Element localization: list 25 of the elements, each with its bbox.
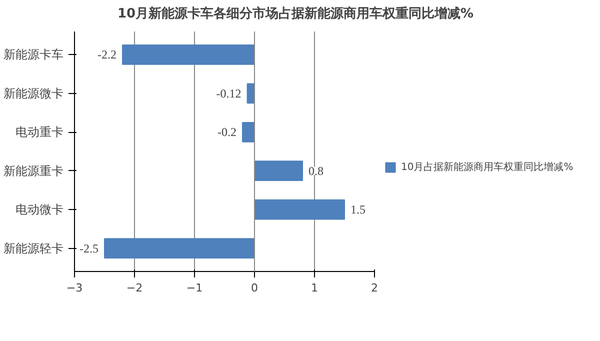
data-label: -0.12 xyxy=(216,86,242,100)
bar xyxy=(122,44,255,65)
y-tick-label: 新能源微卡 xyxy=(4,86,64,100)
x-tick-label: −3 xyxy=(66,282,83,294)
bar xyxy=(254,160,303,182)
y-tick-label: 新能源重卡 xyxy=(4,164,64,178)
x-tick-label: 1 xyxy=(311,282,318,294)
data-label: 0.8 xyxy=(308,164,324,178)
bar xyxy=(242,122,255,142)
x-tick-label: −1 xyxy=(186,282,203,294)
legend-label: 10月占据新能源商用车权重同比增减% xyxy=(401,160,574,174)
data-label: -0.2 xyxy=(218,125,237,140)
data-label: -2.5 xyxy=(80,241,99,256)
bar xyxy=(104,238,255,258)
data-label: -2.2 xyxy=(98,48,117,62)
x-tick-label: 2 xyxy=(371,282,378,294)
y-tick-label: 电动重卡 xyxy=(16,125,64,140)
data-label: 1.5 xyxy=(350,202,366,217)
y-tick-label: 电动微卡 xyxy=(16,202,64,217)
x-tick-label: −2 xyxy=(126,282,143,294)
x-tick-label: 0 xyxy=(251,282,258,294)
y-tick-label: 新能源卡车 xyxy=(4,48,64,62)
chart-title: 10月新能源卡车各细分市场占据新能源商用车权重同比增减% xyxy=(117,6,474,22)
bar xyxy=(254,199,345,220)
y-tick-label: 新能源轻卡 xyxy=(4,241,64,256)
